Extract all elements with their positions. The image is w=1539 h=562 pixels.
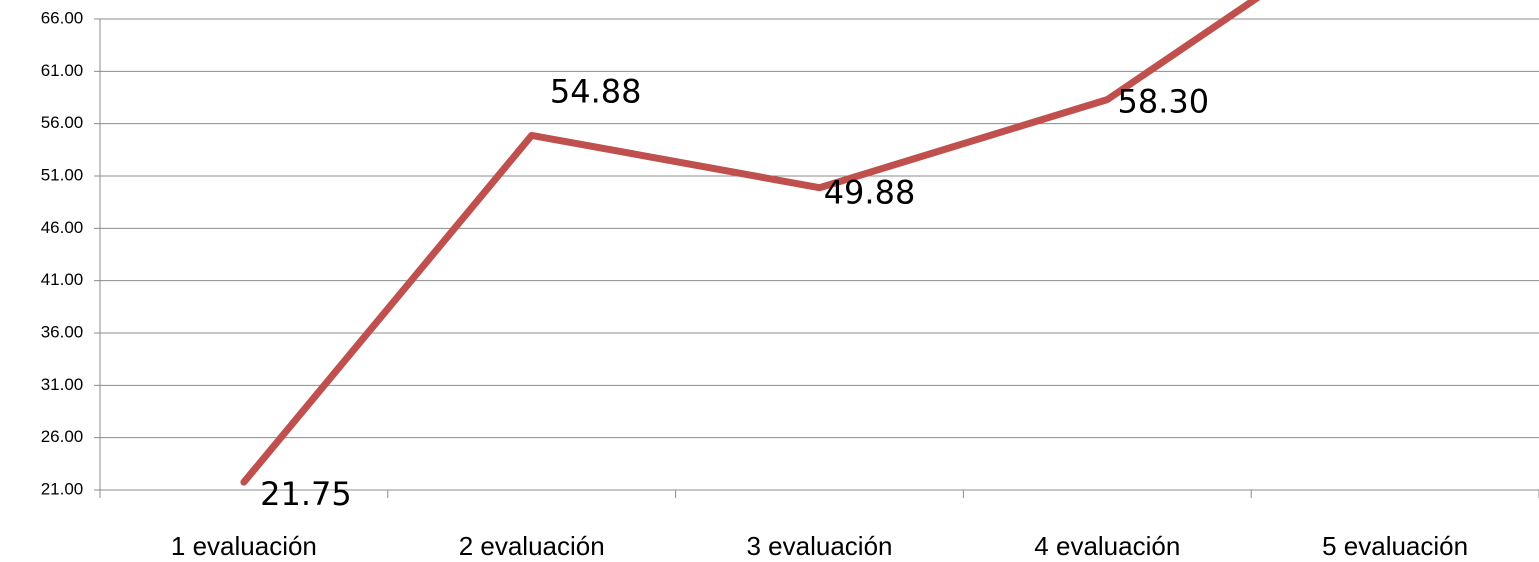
- y-tick-label: 61.00: [41, 61, 84, 80]
- y-tick-label: 21.00: [41, 479, 84, 498]
- data-label: 58.30: [1117, 83, 1209, 121]
- x-tick-label: 1 evaluación: [171, 531, 317, 561]
- y-tick-label: 56.00: [41, 113, 84, 132]
- y-tick-label: 31.00: [41, 375, 84, 394]
- y-tick-label: 26.00: [41, 427, 84, 446]
- y-tick-label: 41.00: [41, 270, 84, 289]
- x-tick-label: 5 evaluación: [1322, 531, 1468, 561]
- data-label: 49.88: [824, 174, 916, 212]
- data-label: 54.88: [550, 72, 642, 110]
- y-tick-label: 46.00: [41, 218, 84, 237]
- x-tick-label: 4 evaluación: [1034, 531, 1180, 561]
- y-tick-label: 66.00: [41, 8, 84, 27]
- y-tick-label: 36.00: [41, 322, 84, 341]
- x-tick-label: 3 evaluación: [747, 531, 893, 561]
- data-label: 21.75: [260, 475, 352, 513]
- x-tick-label: 2 evaluación: [459, 531, 605, 561]
- y-tick-label: 51.00: [41, 165, 84, 184]
- series-line: [240, 0, 1261, 486]
